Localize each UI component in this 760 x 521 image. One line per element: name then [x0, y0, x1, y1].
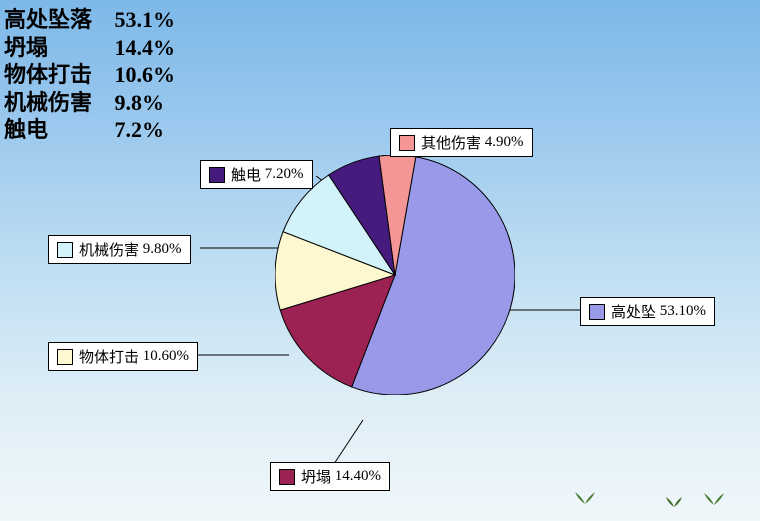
- stat-value: 53.1%: [115, 6, 176, 34]
- sprout-icon: [662, 495, 686, 519]
- callout-tanta: 坍塌 14.40%: [270, 462, 390, 491]
- callout-value: 14.40%: [335, 468, 381, 485]
- swatch-icon: [57, 349, 73, 365]
- callout-chudian: 触电 7.20%: [200, 160, 313, 189]
- callout-gaochuzhui: 高处坠 53.10%: [580, 297, 715, 326]
- stat-row: 触电 7.2%: [4, 116, 175, 144]
- stat-label: 物体打击: [4, 61, 109, 89]
- callout-label: 其他伤害: [421, 132, 481, 153]
- pie-chart: [275, 155, 515, 395]
- stat-row: 坍塌 14.4%: [4, 34, 175, 62]
- stat-value: 10.6%: [115, 61, 176, 89]
- callout-value: 9.80%: [143, 241, 182, 258]
- callout-value: 10.60%: [143, 348, 189, 365]
- swatch-icon: [589, 304, 605, 320]
- swatch-icon: [399, 135, 415, 151]
- callout-label: 触电: [231, 164, 261, 185]
- stat-label: 坍塌: [4, 34, 109, 62]
- callout-jixieshang: 机械伤害 9.80%: [48, 235, 191, 264]
- stats-overlay: 高处坠落 53.1% 坍塌 14.4% 物体打击 10.6% 机械伤害 9.8%…: [4, 6, 175, 144]
- stat-row: 机械伤害 9.8%: [4, 89, 175, 117]
- callout-label: 机械伤害: [79, 239, 139, 260]
- callout-qita: 其他伤害 4.90%: [390, 128, 533, 157]
- stat-value: 7.2%: [115, 116, 165, 144]
- stat-value: 14.4%: [115, 34, 176, 62]
- callout-wutidaji: 物体打击 10.60%: [48, 342, 198, 371]
- stat-label: 高处坠落: [4, 6, 109, 34]
- callout-label: 坍塌: [301, 466, 331, 487]
- stat-row: 物体打击 10.6%: [4, 61, 175, 89]
- callout-value: 7.20%: [265, 166, 304, 183]
- sprout-icon: [570, 489, 600, 519]
- swatch-icon: [209, 167, 225, 183]
- swatch-icon: [57, 242, 73, 258]
- swatch-icon: [279, 469, 295, 485]
- stat-row: 高处坠落 53.1%: [4, 6, 175, 34]
- callout-value: 4.90%: [485, 134, 524, 151]
- callout-label: 高处坠: [611, 301, 656, 322]
- sprout-icon: [700, 491, 728, 519]
- stat-value: 9.8%: [115, 89, 165, 117]
- callout-label: 物体打击: [79, 346, 139, 367]
- stat-label: 机械伤害: [4, 89, 109, 117]
- stat-label: 触电: [4, 116, 109, 144]
- callout-value: 53.10%: [660, 303, 706, 320]
